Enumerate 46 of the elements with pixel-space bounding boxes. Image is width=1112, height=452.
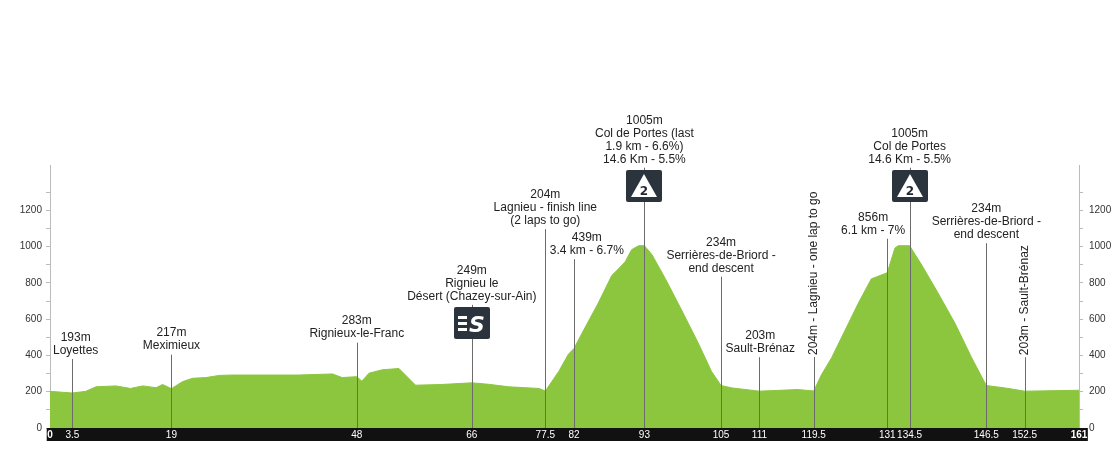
x-tick-label: 93 bbox=[638, 428, 651, 440]
y2-tick-label: 800 bbox=[1089, 276, 1107, 288]
x-tick-label: 77.5 bbox=[535, 428, 556, 440]
annotation: S bbox=[468, 311, 485, 337]
speed-lines-icon: S bbox=[453, 306, 490, 339]
y2-tick-label: 400 bbox=[1089, 349, 1107, 361]
annotation: 2 bbox=[640, 183, 649, 198]
x-tick-label: 48 bbox=[351, 428, 363, 440]
ref-line-label: 856m 6.1 km - 7% bbox=[841, 209, 906, 237]
y-tick-label: 600 bbox=[25, 312, 43, 324]
x-tick-label: 19 bbox=[165, 428, 178, 440]
x-tick-label: 0 bbox=[47, 428, 54, 440]
x-tick-label: 111 bbox=[751, 428, 768, 440]
ref-line-label: 204m Lagnieu - finish line (2 laps to go) bbox=[493, 186, 598, 227]
y2-tick-label: 200 bbox=[1089, 385, 1107, 397]
y-tick-label: 400 bbox=[25, 349, 43, 361]
y-tick-label: 800 bbox=[25, 276, 43, 288]
y-tick-label: 1000 bbox=[19, 240, 43, 252]
y2-tick-label: 1000 bbox=[1089, 240, 1112, 252]
ref-line-label: 249m Rignieu le Désert (Chazey-sur-Ain) bbox=[407, 262, 537, 303]
ref-line-label: 217m Meximieux bbox=[142, 325, 201, 353]
y-tick-label: 200 bbox=[25, 385, 43, 397]
x-tick-label: 152.5 bbox=[1012, 428, 1038, 440]
x-tick-label: 119.5 bbox=[801, 428, 827, 440]
x-tick-label: 161 bbox=[1070, 428, 1088, 440]
ref-line-label: 1005m Col de Portes 14.6 Km - 5.5% bbox=[868, 125, 952, 166]
x-tick-label: 3.5 bbox=[65, 428, 80, 440]
ref-line-label: 234m Serrières-de-Briord - end descent bbox=[931, 200, 1042, 241]
ref-line-label: 193m Loyettes bbox=[52, 329, 99, 357]
ref-line-label: 204m - Lagnieu - one lap to go bbox=[806, 191, 821, 355]
y2-tick-label: 1200 bbox=[1089, 204, 1112, 216]
x-tick-label: 105 bbox=[712, 428, 730, 440]
ref-line-label: 439m 3.4 km - 6.7% bbox=[549, 229, 625, 257]
ref-line-label: 1005m Col de Portes (last 1.9 km - 6.6%) 14.6 Km - 5.5% bbox=[595, 112, 695, 166]
ref-line-label: 283m Rignieux-le-Franc bbox=[309, 313, 405, 341]
x-tick-label: 82 bbox=[568, 428, 581, 440]
ref-line-label: 203m Sault-Brénaz bbox=[725, 327, 795, 355]
ref-line-label: 234m Serrières-de-Briord - end descent bbox=[666, 234, 776, 275]
annotation: 2 bbox=[905, 183, 914, 198]
x-tick-label: 66 bbox=[466, 428, 478, 440]
ref-line-label: 203m - Sault-Brénaz bbox=[1016, 245, 1031, 356]
y-tick-label: 1200 bbox=[19, 204, 43, 216]
x-tick-label: 131 bbox=[878, 428, 897, 440]
x-tick-label: 146.5 bbox=[973, 428, 1000, 440]
y2-tick-label: 600 bbox=[1089, 312, 1107, 324]
x-tick-label: 134.5 bbox=[897, 428, 923, 440]
